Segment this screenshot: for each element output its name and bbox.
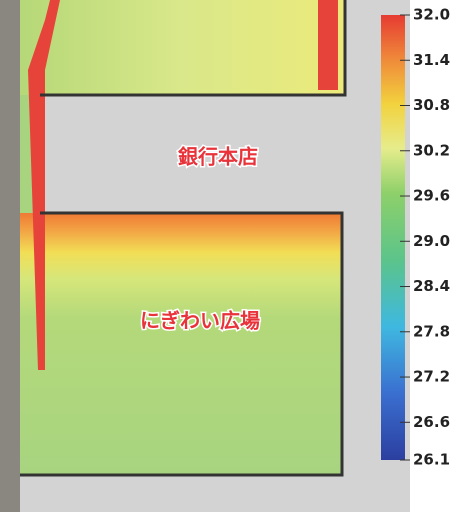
map: 銀行本店 にぎわい広場 32.0 31.4 30.8 30.2 29.6 29.0 28.4…: [0, 0, 461, 512]
tick-label: 30.2: [413, 141, 450, 159]
colorbar: [381, 15, 405, 460]
tick-label: 27.2: [413, 368, 450, 386]
tick-label: 28.4: [413, 277, 450, 295]
tick-label: 26.1: [413, 451, 450, 469]
hot-strip: [318, 0, 338, 90]
photo-strip: [0, 0, 20, 512]
bank-label: 銀行本店: [178, 145, 258, 169]
field-plaza: [20, 213, 342, 475]
tick-label: 26.6: [413, 413, 450, 431]
tick-label: 29.0: [413, 232, 450, 250]
field-top: [20, 0, 345, 95]
tick-label: 29.6: [413, 187, 450, 205]
tick-label: 31.4: [413, 51, 450, 69]
page: 銀行本店 にぎわい広場 32.0 31.4 30.8 30.2 29.6 29.0 28.4…: [0, 0, 461, 512]
tick-label: 32.0: [413, 6, 450, 24]
tick-label: 30.8: [413, 96, 450, 114]
plaza-label: にぎわい広場: [140, 309, 260, 333]
tick-label: 27.8: [413, 322, 450, 340]
